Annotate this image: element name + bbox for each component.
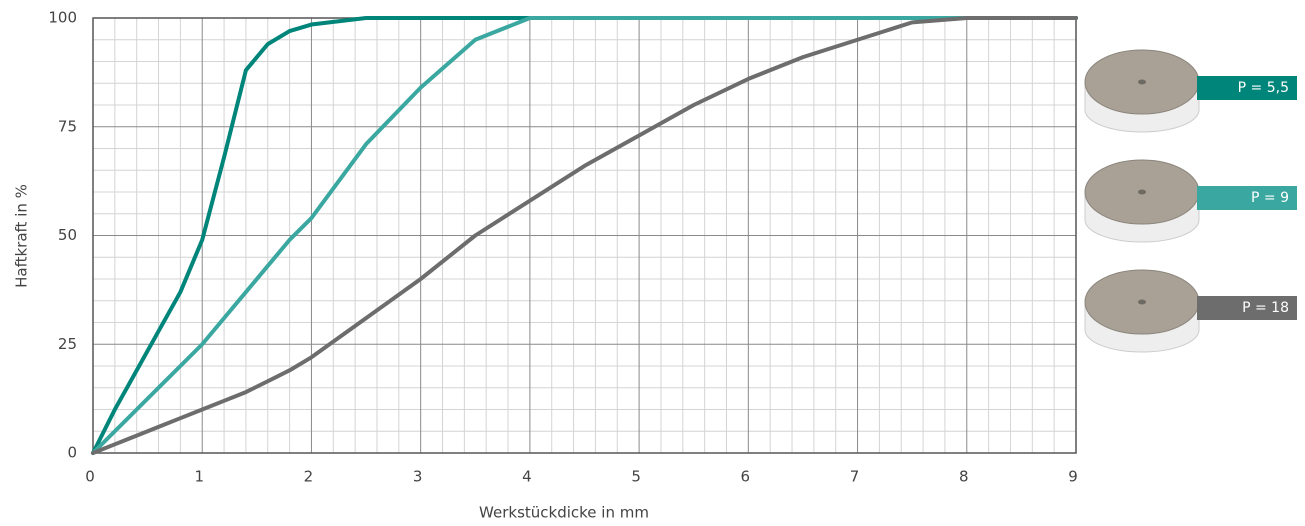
- legend-label: P = 9: [1251, 190, 1289, 206]
- x-tick-label: 0: [85, 468, 95, 486]
- plot-area: [93, 18, 1076, 453]
- x-tick-label: 3: [413, 468, 423, 486]
- x-tick-label: 9: [1068, 468, 1078, 486]
- y-tick-label: 75: [58, 117, 77, 135]
- x-tick-label: 4: [522, 468, 532, 486]
- x-tick-label: 6: [741, 468, 751, 486]
- puck-center: [1138, 300, 1146, 305]
- legend-label: P = 5,5: [1238, 80, 1289, 96]
- x-tick-label: 2: [304, 468, 314, 486]
- y-tick-label: 25: [58, 335, 77, 353]
- x-tick-label: 5: [631, 468, 641, 486]
- puck-center: [1138, 80, 1146, 85]
- x-tick-label: 1: [194, 468, 204, 486]
- legend: P = 5,5 P = 9 P = 18: [1085, 50, 1297, 352]
- x-tick-label: 7: [850, 468, 860, 486]
- y-tick-label: 50: [58, 226, 77, 244]
- x-axis-label: Werkstückdicke in mm: [479, 504, 649, 522]
- y-tick-label: 0: [67, 444, 77, 462]
- legend-label: P = 18: [1242, 300, 1289, 316]
- puck-center: [1138, 190, 1146, 195]
- chart: Werkstückdicke in mm Haftkraft in % P = …: [0, 0, 1305, 526]
- y-tick-label: 100: [48, 9, 77, 27]
- x-tick-label: 8: [959, 468, 969, 486]
- y-axis-label: Haftkraft in %: [13, 184, 31, 288]
